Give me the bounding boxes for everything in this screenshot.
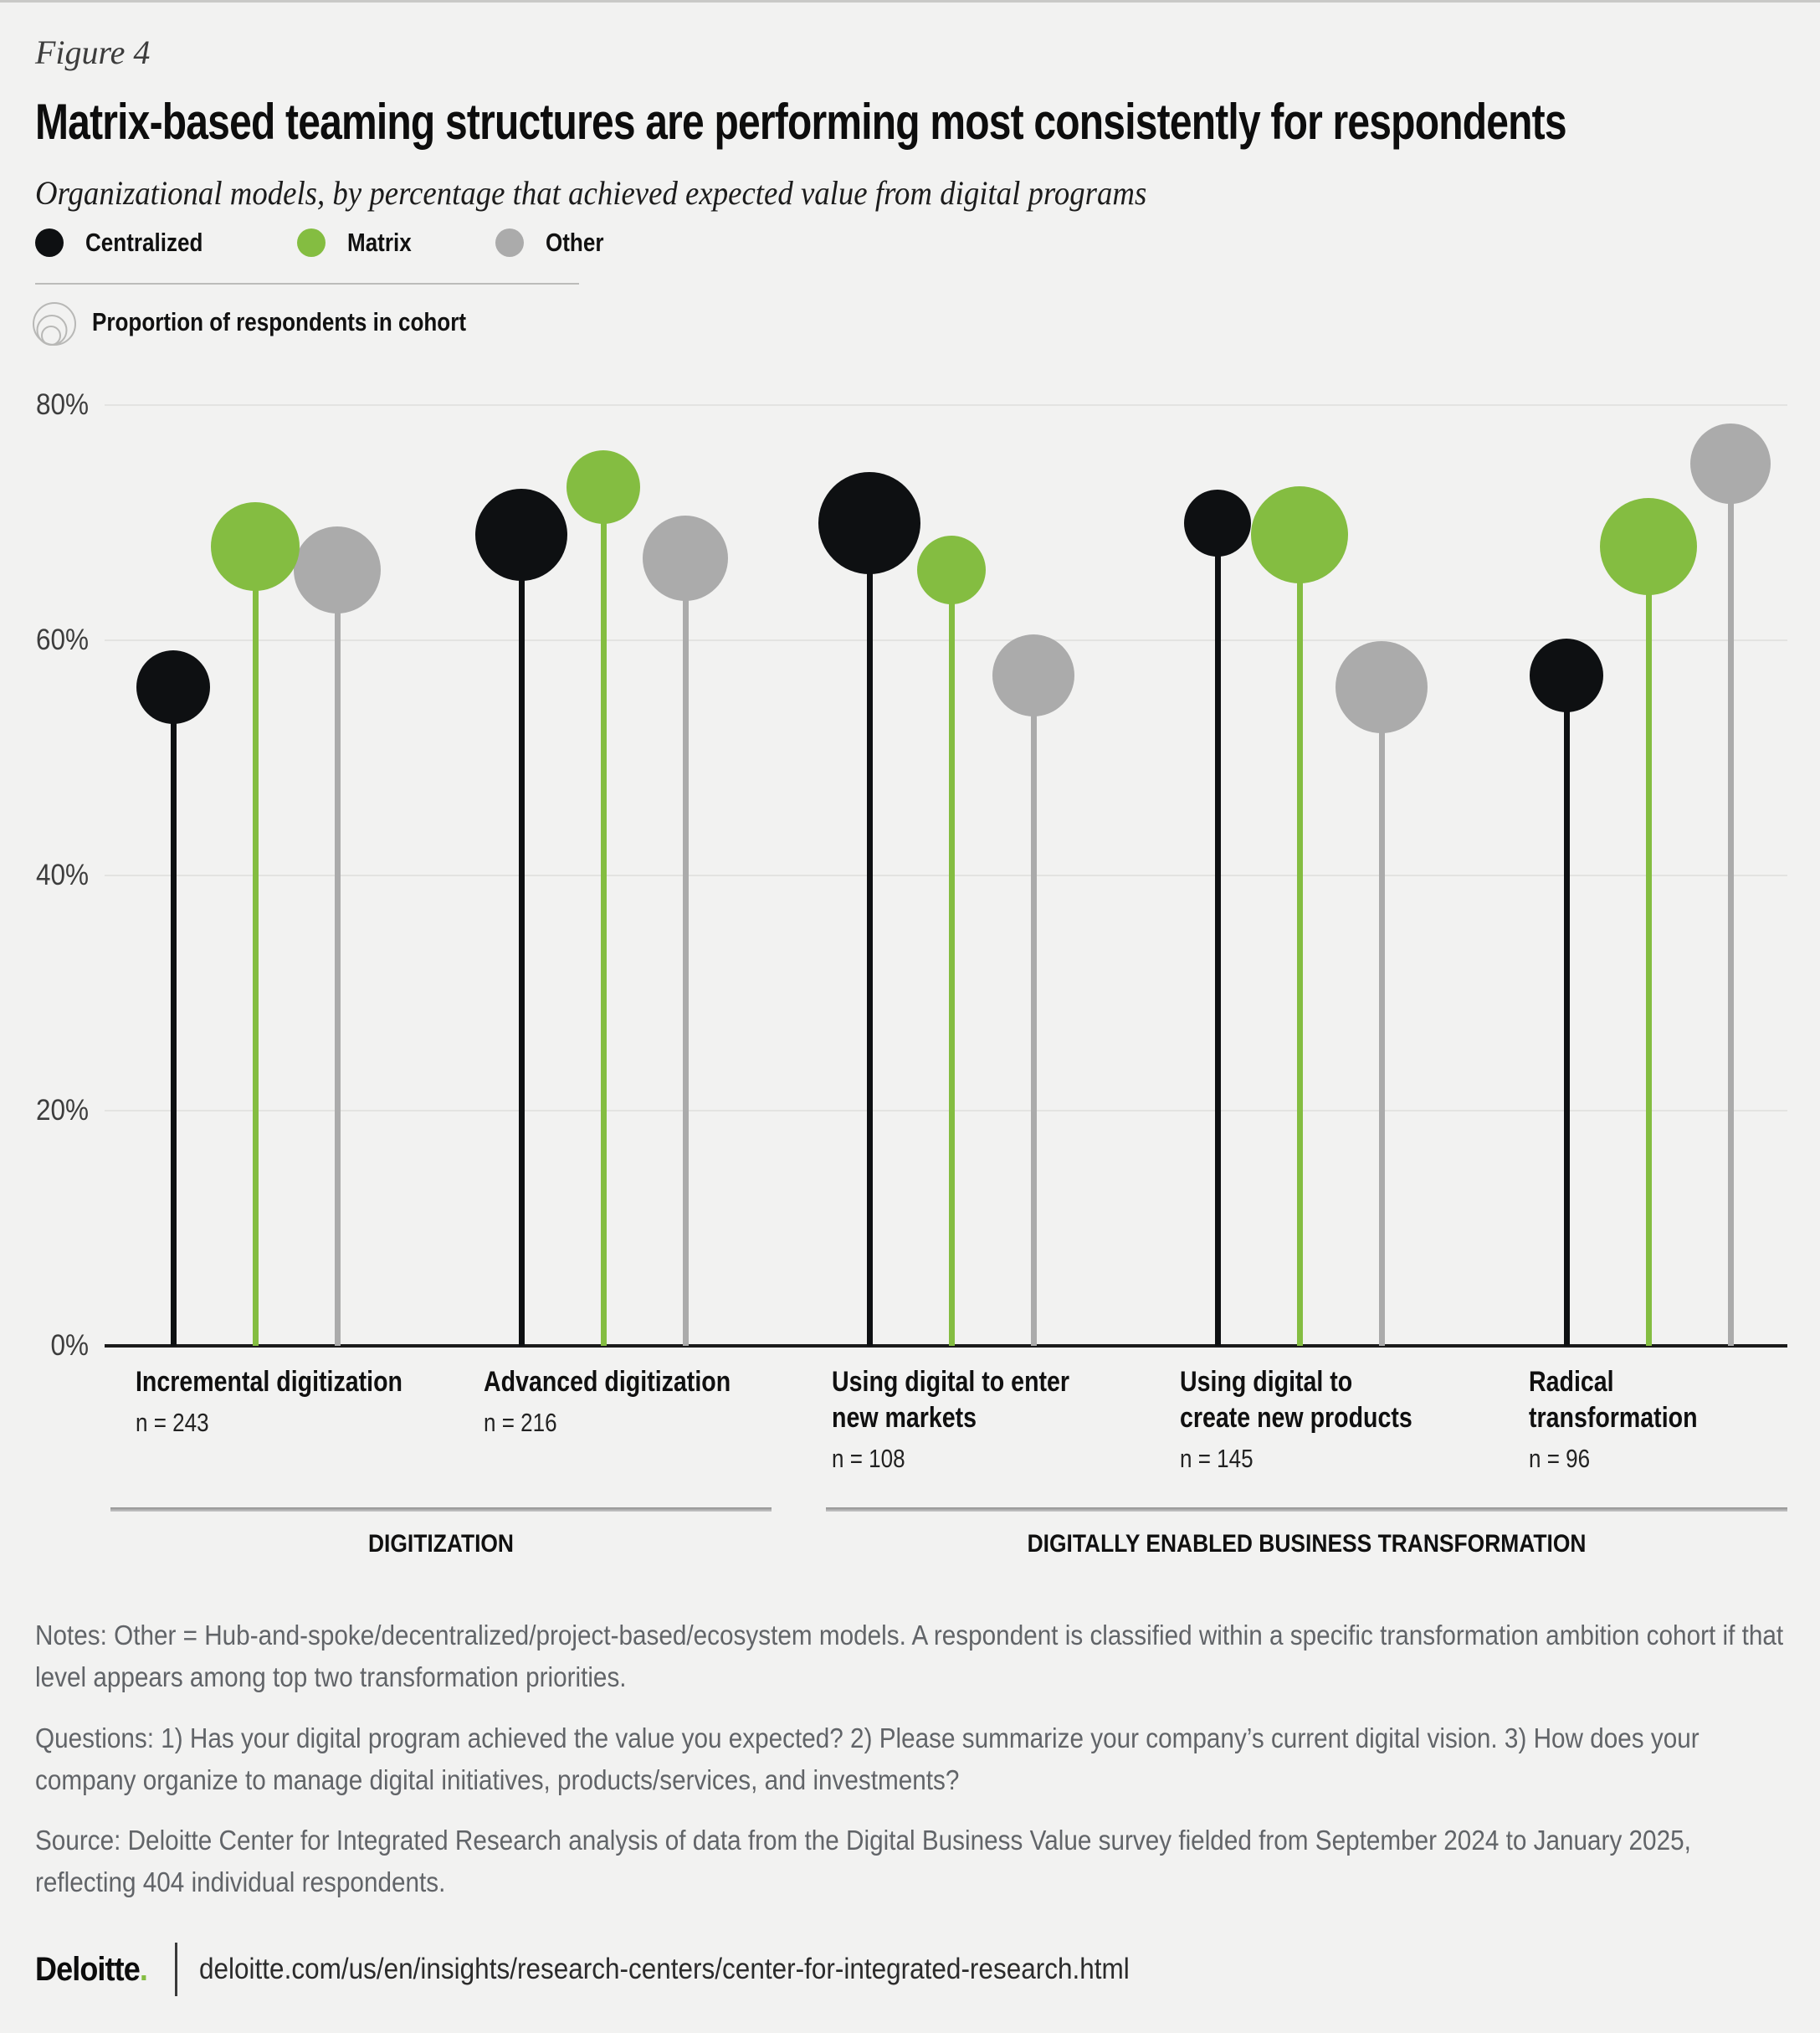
stem-centralized — [1214, 522, 1221, 1346]
nested-circles-icon — [33, 302, 76, 346]
section-divider-1 — [110, 1507, 772, 1512]
footer-divider — [174, 1943, 177, 1996]
gridline-60 — [105, 639, 1787, 641]
bubble-centralized-incremental-digitization — [136, 650, 210, 725]
section-label-2: DIGITALLY ENABLED BUSINESS TRANSFORMATIO… — [1027, 1530, 1587, 1558]
stem-other — [1378, 687, 1385, 1346]
bubble-matrix-using-digital-to-enter-new-markets — [917, 535, 986, 604]
category-label-line: Using digital to — [1180, 1366, 1353, 1398]
bubble-centralized-using-digital-to-create-new-products — [1184, 489, 1251, 557]
stem-matrix — [600, 487, 607, 1346]
gridline-20 — [105, 1110, 1787, 1111]
gridline-80 — [105, 404, 1787, 406]
category-label-line: Radical — [1529, 1366, 1614, 1398]
centralized-dot-icon — [35, 228, 64, 257]
questions-text: Questions: 1) Has your digital program a… — [35, 1722, 1700, 1795]
stem-centralized — [1563, 675, 1570, 1346]
chart-title: Matrix-based teaming structures are perf… — [35, 94, 1567, 150]
legend-label: Other — [546, 228, 604, 257]
stem-matrix — [948, 569, 955, 1346]
bubble-size-legend-label: Proportion of respondents in cohort — [92, 307, 467, 336]
source-text: Source: Deloitte Center for Integrated R… — [35, 1825, 1691, 1897]
legend-label: Matrix — [347, 228, 412, 257]
stem-matrix — [252, 546, 259, 1346]
legend-item-matrix: Matrix — [297, 228, 423, 258]
bubble-matrix-radical-transformation — [1600, 497, 1697, 595]
category-label-line: Incremental digitization — [136, 1366, 402, 1398]
y-tick-label: 20% — [35, 1094, 89, 1127]
stem-matrix — [1645, 546, 1652, 1346]
section-divider-2 — [826, 1507, 1787, 1512]
cohort-n-label: n = 108 — [832, 1444, 905, 1473]
cohort-n-label: n = 216 — [484, 1408, 557, 1437]
legend-label: Centralized — [85, 228, 203, 257]
stem-other — [334, 569, 341, 1346]
stem-matrix — [1296, 534, 1303, 1346]
bubble-matrix-using-digital-to-create-new-products — [1251, 485, 1348, 583]
bubble-centralized-radical-transformation — [1530, 639, 1603, 713]
stem-centralized — [518, 534, 525, 1346]
x-axis-line — [105, 1344, 1787, 1348]
deloitte-logo: Deloitte. — [35, 1950, 148, 1988]
category-label-incremental-digitization: Incremental digitization n = 243 — [136, 1364, 520, 1438]
gridline-40 — [105, 875, 1787, 876]
bubble-centralized-using-digital-to-enter-new-markets — [818, 471, 920, 574]
legend-divider — [35, 283, 579, 285]
category-label-line: Advanced digitization — [484, 1366, 731, 1398]
stem-other — [1030, 675, 1037, 1346]
category-label-radical-transformation: Radical transformation n = 96 — [1529, 1364, 1820, 1474]
bubble-size-legend: Proportion of respondents in cohort — [32, 295, 537, 349]
stem-other — [682, 557, 689, 1346]
bubble-other-radical-transformation — [1690, 424, 1771, 505]
legend: Centralized Matrix Other — [35, 222, 615, 264]
bubble-other-incremental-digitization — [294, 526, 381, 613]
bubble-matrix-incremental-digitization — [211, 501, 300, 591]
stem-centralized — [170, 687, 177, 1346]
cohort-n-label: n = 243 — [136, 1408, 209, 1437]
cohort-n-label: n = 96 — [1529, 1444, 1591, 1473]
other-dot-icon — [495, 228, 525, 257]
category-label-line: Using digital to enter — [832, 1366, 1070, 1398]
bubble-other-using-digital-to-enter-new-markets — [992, 634, 1074, 717]
legend-item-other: Other — [495, 228, 615, 258]
y-tick-label: 60% — [35, 624, 89, 656]
logo-green-dot: . — [139, 1950, 148, 1988]
footer-url-link[interactable]: deloitte.com/us/en/insights/research-cen… — [198, 1953, 1130, 1985]
y-tick-label: 0% — [50, 1329, 89, 1362]
matrix-dot-icon — [297, 228, 326, 257]
category-label-advanced-digitization: Advanced digitization n = 216 — [484, 1364, 869, 1438]
notes-text: Notes: Other = Hub-and-spoke/decentraliz… — [35, 1620, 1784, 1692]
figure-label: Figure 4 — [35, 33, 151, 71]
y-tick-label: 40% — [35, 859, 89, 891]
category-label-line: new markets — [832, 1402, 977, 1434]
footer: Deloitte. deloitte.com/us/en/insights/re… — [35, 1943, 1233, 1996]
bubble-other-using-digital-to-create-new-products — [1336, 641, 1428, 734]
section-label-1: DIGITIZATION — [367, 1530, 515, 1558]
stem-centralized — [866, 522, 873, 1346]
category-label-line: transformation — [1529, 1402, 1698, 1434]
bubble-centralized-advanced-digitization — [475, 488, 567, 581]
legend-item-centralized: Centralized — [35, 228, 225, 258]
chart-subtitle: Organizational models, by percentage tha… — [35, 174, 1147, 212]
bubble-other-advanced-digitization — [643, 515, 728, 601]
category-label-using-digital-to-enter-new-markets: Using digital to enter new markets n = 108 — [832, 1364, 1217, 1474]
category-label-using-digital-to-create-new-products: Using digital to create new products n = 1… — [1180, 1364, 1565, 1474]
stem-other — [1727, 464, 1734, 1346]
bubble-matrix-advanced-digitization — [567, 450, 640, 525]
y-tick-label: 80% — [35, 388, 89, 421]
cohort-n-label: n = 145 — [1180, 1444, 1253, 1473]
category-label-line: create new products — [1180, 1402, 1412, 1434]
